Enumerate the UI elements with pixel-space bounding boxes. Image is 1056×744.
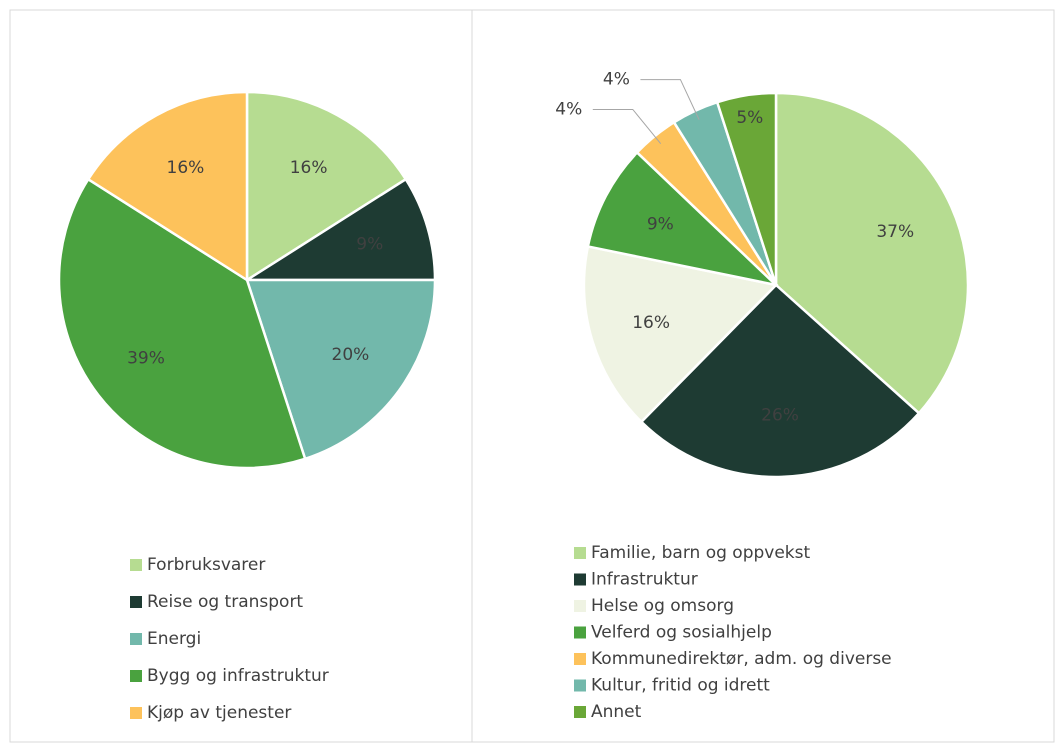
data-label: 16% — [167, 158, 205, 178]
leader-line — [592, 108, 662, 144]
data-label: 16% — [632, 313, 670, 333]
legend-label: Familie, barn og oppvekst — [591, 543, 811, 563]
legend-swatch — [130, 707, 142, 719]
legend-label: Forbruksvarer — [147, 555, 265, 575]
legend-label: Kjøp av tjenester — [147, 703, 291, 723]
legend-swatch — [130, 596, 142, 608]
data-label: 5% — [736, 108, 763, 128]
legend-label: Bygg og infrastruktur — [147, 666, 329, 686]
pie-slice — [245, 90, 408, 283]
pie-slice — [242, 177, 437, 282]
legend-label: Reise og transport — [147, 592, 303, 612]
data-label: 37% — [876, 222, 914, 242]
legend-swatch — [574, 626, 586, 639]
pie-slice — [86, 90, 249, 283]
legend-swatch — [130, 633, 142, 645]
pie-slice — [639, 283, 921, 479]
legend-swatch — [574, 653, 586, 665]
pie-slice — [715, 91, 778, 286]
legend-label: Infrastruktur — [591, 570, 698, 590]
legend-label: Kommunedirektør, adm. og diverse — [591, 649, 892, 669]
pie-slice — [586, 150, 781, 288]
data-label: 26% — [761, 405, 799, 425]
pie-slice — [774, 91, 970, 415]
data-label: 16% — [290, 158, 328, 178]
pie-slice — [245, 278, 437, 461]
legend-label: Energi — [147, 629, 201, 649]
data-label: 20% — [332, 345, 370, 365]
legend-swatch — [574, 679, 586, 692]
legend-label: Helse og omsorg — [591, 596, 734, 616]
legend-swatch — [574, 600, 586, 612]
legend-swatch — [574, 706, 586, 718]
data-label: 4% — [603, 70, 630, 90]
pie-slice — [57, 177, 307, 470]
legend-label: Kultur, fritid og idrett — [591, 676, 770, 696]
pie-slice — [582, 244, 779, 424]
legend-swatch — [574, 573, 586, 586]
data-label: 9% — [356, 234, 383, 254]
legend-swatch — [574, 547, 586, 559]
data-label: 9% — [647, 214, 674, 234]
legend-label: Velferd og sosialhjelp — [591, 623, 772, 643]
leader-line — [640, 79, 700, 120]
legend-swatch — [130, 670, 142, 682]
data-label: 4% — [555, 99, 582, 119]
legend-label: Annet — [591, 702, 642, 722]
data-label: 39% — [127, 348, 165, 368]
legend-swatch — [130, 559, 142, 571]
